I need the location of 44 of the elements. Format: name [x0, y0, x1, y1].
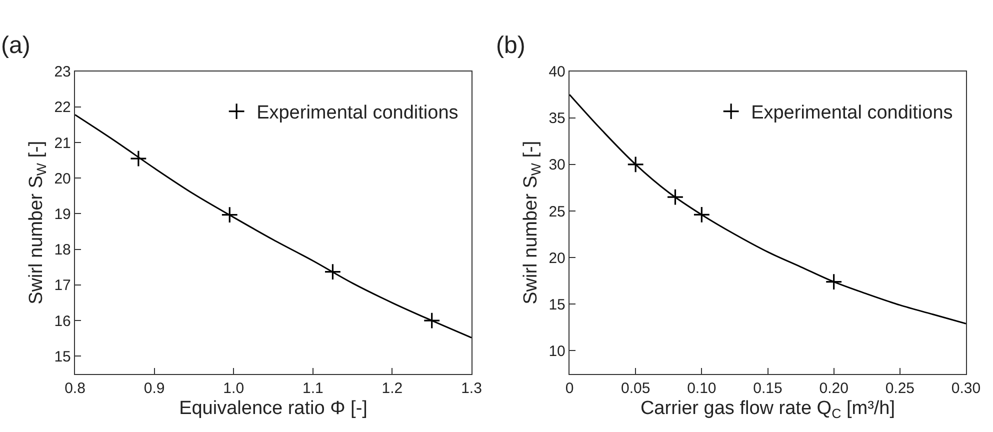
x-tick-label: 0.8: [64, 380, 86, 398]
y-tick-label: 23: [54, 64, 71, 81]
y-tick-label: 35: [548, 110, 566, 128]
y-tick-label: 15: [548, 296, 566, 314]
x-tick-label: 1.1: [302, 380, 324, 398]
x-axis-title: Carrier gas flow rate Q$_{C}$ [m³/h]: [640, 398, 896, 421]
x-tick-label: 0.05: [620, 380, 650, 398]
x-tick-label: 1.2: [382, 380, 403, 398]
y-tick-label: 40: [548, 64, 566, 81]
y-tick-label: 20: [548, 250, 566, 267]
line-series: [570, 94, 966, 324]
y-tick-label: 25: [548, 203, 566, 220]
y-tick-label: 19: [54, 206, 71, 223]
point: [666, 188, 684, 206]
x-tick-label: 0.10: [687, 380, 716, 398]
y-tick-label: 22: [54, 99, 71, 116]
point: [130, 150, 147, 168]
y-tick-label: 15: [54, 348, 71, 366]
chart-title: (b): [496, 32, 526, 59]
x-tick-label: 0.15: [753, 380, 782, 398]
point: [693, 206, 710, 224]
legend-label: Experimental conditions: [256, 102, 458, 124]
point: [221, 206, 238, 224]
x-tick-label: 0.25: [885, 380, 915, 398]
point: [423, 312, 440, 330]
x-tick-label: 0.20: [819, 380, 848, 398]
x-axis-title: Equivalence ratio Φ [-]: [179, 398, 368, 419]
y-tick-label: 18: [54, 242, 71, 259]
legend-label: Experimental conditions: [751, 102, 953, 124]
y-tick-label: 30: [548, 156, 566, 174]
x-tick-label: 0.9: [144, 380, 165, 398]
y-tick-label: 17: [54, 277, 71, 294]
chart-title: (a): [1, 32, 30, 59]
point: [324, 263, 342, 280]
y-tick-label: 20: [54, 170, 71, 188]
x-tick-label: 0.30: [951, 380, 981, 398]
x-tick-label: 0: [565, 380, 574, 398]
y-tick-label: 10: [548, 342, 566, 360]
x-tick-label: 1.3: [461, 380, 482, 398]
y-tick-label: 21: [54, 134, 71, 152]
point: [825, 273, 842, 290]
y-tick-label: 16: [54, 312, 71, 330]
x-tick-label: 1.0: [223, 380, 244, 398]
point: [627, 156, 644, 173]
